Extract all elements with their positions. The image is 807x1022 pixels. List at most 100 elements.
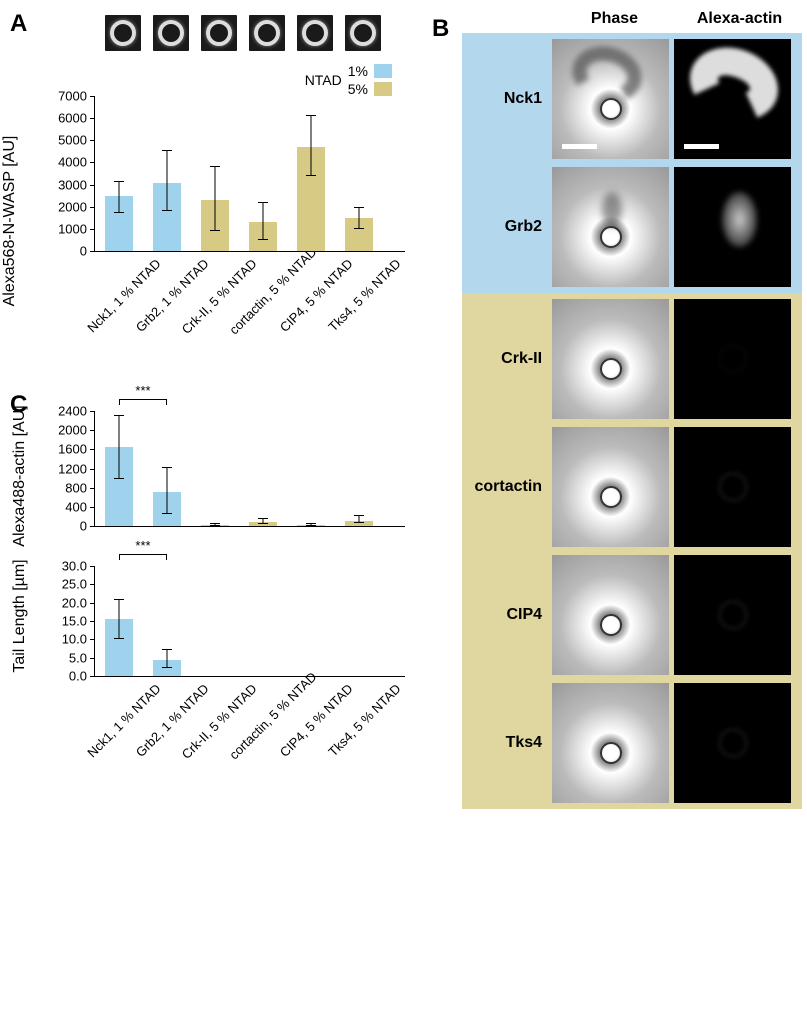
error-cap (258, 523, 268, 524)
panel-c-chart2: Tail Length [µm] 0.05.010.015.020.025.03… (15, 556, 422, 816)
plot-area: 04008001200160020002400*** (95, 411, 405, 526)
row-label: Nck1 (468, 90, 552, 108)
y-tick (90, 449, 95, 450)
error-cap (306, 525, 316, 526)
y-tick (90, 229, 95, 230)
error-bar (359, 208, 360, 229)
y-tick-label: 1600 (58, 442, 87, 457)
y-tick (90, 488, 95, 489)
row-label: Crk-II (468, 350, 552, 368)
panel-b-row: Crk-II (464, 295, 800, 423)
error-cap (162, 513, 172, 514)
panel-c: C Alexa488-actin [AU] 040080012001600200… (5, 401, 422, 816)
error-cap (210, 230, 220, 231)
panel-b-label: B (432, 15, 449, 43)
error-cap (114, 599, 124, 600)
y-tick-label: 3000 (58, 177, 87, 192)
error-cap (306, 115, 316, 116)
panel-b-row: Grb2 (464, 163, 800, 291)
panel-b-row: Nck1 (464, 35, 800, 163)
fluorescence-image (674, 555, 791, 675)
significance-label: *** (135, 538, 150, 553)
y-tick (90, 140, 95, 141)
error-cap (210, 166, 220, 167)
y-tick-label: 2000 (58, 423, 87, 438)
y-tick (90, 251, 95, 252)
y-tick (90, 118, 95, 119)
error-bar (167, 650, 168, 668)
error-bar (167, 468, 168, 514)
legend-item-label: 5% (348, 81, 368, 97)
y-tick (90, 603, 95, 604)
y-tick-label: 10.0 (62, 632, 87, 647)
error-bar (119, 600, 120, 639)
error-cap (354, 228, 364, 229)
panel-a-label: A (10, 10, 27, 38)
significance-bracket (119, 554, 167, 560)
thumbnail (201, 15, 237, 51)
y-axis-label: Alexa488-actin [AU] (11, 405, 29, 546)
y-tick (90, 185, 95, 186)
column-headers: Phase Alexa-actin (552, 10, 802, 33)
y-tick-label: 15.0 (62, 614, 87, 629)
error-bar (167, 151, 168, 211)
error-cap (162, 150, 172, 151)
y-tick-label: 2000 (58, 199, 87, 214)
plot-area: 0.05.010.015.020.025.030.0Nck1, 1 % NTAD… (95, 566, 405, 676)
panel-b-row: Tks4 (464, 679, 800, 807)
plot-area: 01000200030004000500060007000Nck1, 1 % N… (95, 96, 405, 251)
row-label: CIP4 (468, 606, 552, 624)
col-header-alexa: Alexa-actin (677, 10, 802, 33)
fluorescence-image (674, 683, 791, 803)
phase-image (552, 427, 669, 547)
legend-swatch (374, 82, 392, 96)
panel-b-grid: Phase Alexa-actin Nck1Grb2Crk-IIcortacti… (462, 10, 802, 809)
error-cap (306, 175, 316, 176)
panel-b-group: Crk-IIcortactinCIP4Tks4 (462, 293, 802, 809)
panel-a: A NTAD 1% 5 (5, 10, 422, 371)
y-tick-label: 30.0 (62, 559, 87, 574)
x-axis (95, 526, 405, 527)
error-cap (210, 525, 220, 526)
x-axis (95, 676, 405, 677)
thumbnail (153, 15, 189, 51)
y-tick (90, 96, 95, 97)
y-tick-label: 5000 (58, 133, 87, 148)
legend: NTAD 1% 5% (305, 63, 392, 97)
y-tick (90, 658, 95, 659)
right-column: B Phase Alexa-actin Nck1Grb2Crk-IIcortac… (432, 10, 802, 816)
significance-label: *** (135, 383, 150, 398)
phase-image (552, 683, 669, 803)
y-tick (90, 526, 95, 527)
fluorescence-image (674, 167, 791, 287)
col-header-phase: Phase (552, 10, 677, 33)
y-tick-label: 25.0 (62, 577, 87, 592)
y-tick-label: 1000 (58, 221, 87, 236)
y-tick (90, 566, 95, 567)
y-tick-label: 0 (80, 244, 87, 259)
fluorescence-image (674, 39, 791, 159)
y-tick-label: 0.0 (69, 669, 87, 684)
y-tick-label: 2400 (58, 404, 87, 419)
fluorescence-image (674, 427, 791, 547)
error-cap (114, 212, 124, 213)
error-cap (162, 667, 172, 668)
error-cap (258, 239, 268, 240)
figure: A NTAD 1% 5 (0, 0, 807, 826)
x-axis (95, 251, 405, 252)
thumbnail (249, 15, 285, 51)
left-column: A NTAD 1% 5 (5, 10, 432, 816)
legend-item-label: 1% (348, 63, 368, 79)
y-tick-label: 4000 (58, 155, 87, 170)
thumbnail (105, 15, 141, 51)
y-tick-label: 800 (65, 480, 87, 495)
y-tick-label: 400 (65, 499, 87, 514)
y-tick (90, 507, 95, 508)
y-tick (90, 162, 95, 163)
phase-image (552, 167, 669, 287)
y-tick (90, 411, 95, 412)
y-tick (90, 639, 95, 640)
y-tick-label: 6000 (58, 111, 87, 126)
phase-image (552, 555, 669, 675)
legend-swatch (374, 64, 392, 78)
